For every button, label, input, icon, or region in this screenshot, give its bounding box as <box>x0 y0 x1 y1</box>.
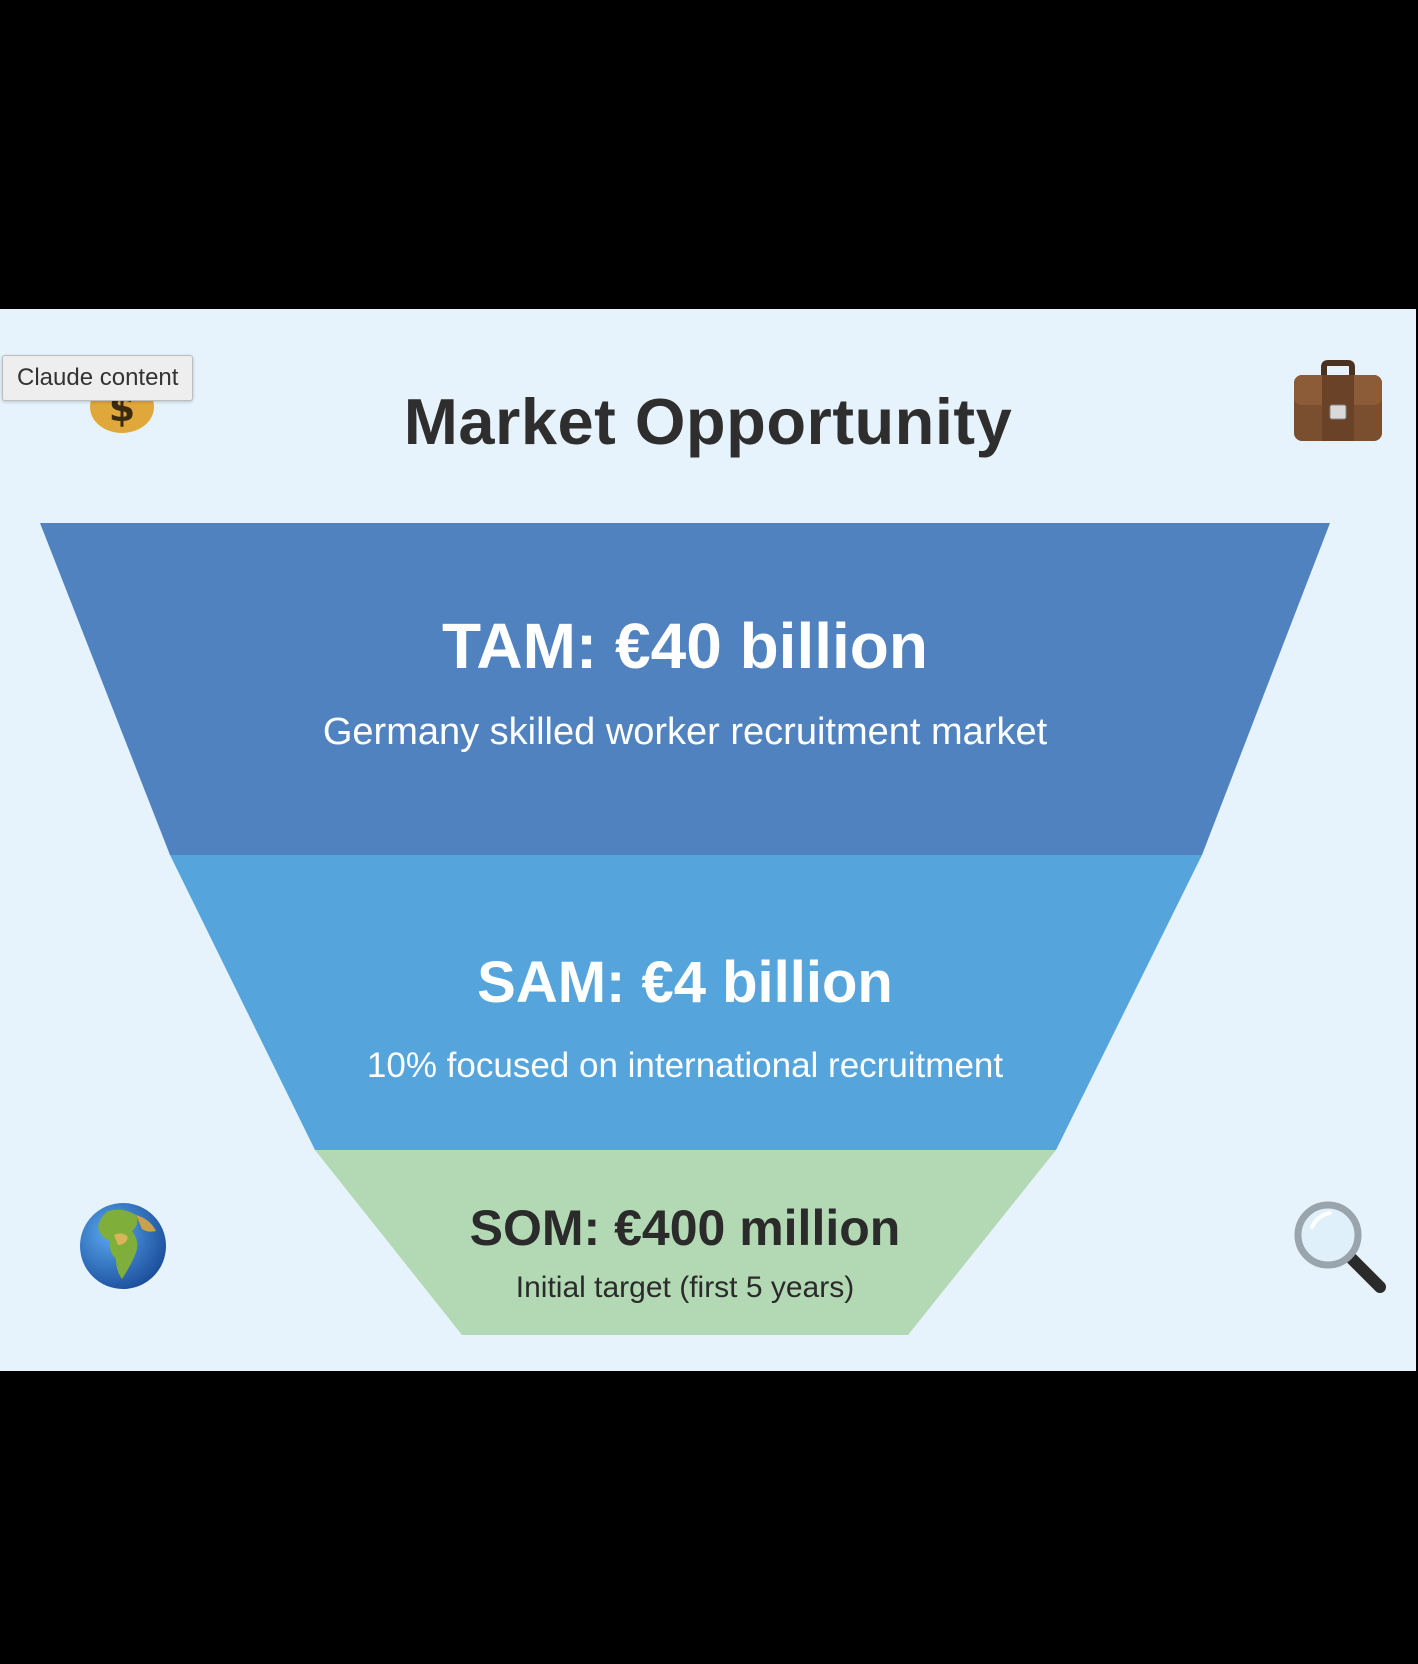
funnel-tier-sam <box>170 855 1202 1150</box>
funnel-tier-tam <box>40 523 1330 855</box>
slide-title: Market Opportunity <box>403 385 1013 458</box>
slide: Market Opportunity TAM: €40 billion Germ… <box>0 309 1416 1371</box>
sam-heading: SAM: €4 billion <box>477 950 893 1015</box>
sam-description: 10% focused on international recruitment <box>366 1046 1004 1085</box>
briefcase-icon <box>1294 360 1382 441</box>
tam-description: Germany skilled worker recruitment marke… <box>322 711 1048 753</box>
funnel-tier-som <box>315 1150 1056 1335</box>
tam-heading: TAM: €40 billion <box>442 610 928 682</box>
funnel-diagram <box>40 523 1330 1335</box>
tooltip: Claude content <box>2 355 194 401</box>
som-description: Initial target (first 5 years) <box>515 1271 855 1304</box>
som-heading: SOM: €400 million <box>469 1200 901 1256</box>
tam-tier-text: TAM: €40 billion Germany skilled worker … <box>200 609 1170 754</box>
som-tier-text: SOM: €400 million Initial target (first … <box>200 1199 1170 1305</box>
magnifying-glass-icon <box>1294 1201 1386 1293</box>
sam-tier-text: SAM: €4 billion 10% focused on internati… <box>200 949 1170 1086</box>
globe-icon <box>80 1203 166 1289</box>
